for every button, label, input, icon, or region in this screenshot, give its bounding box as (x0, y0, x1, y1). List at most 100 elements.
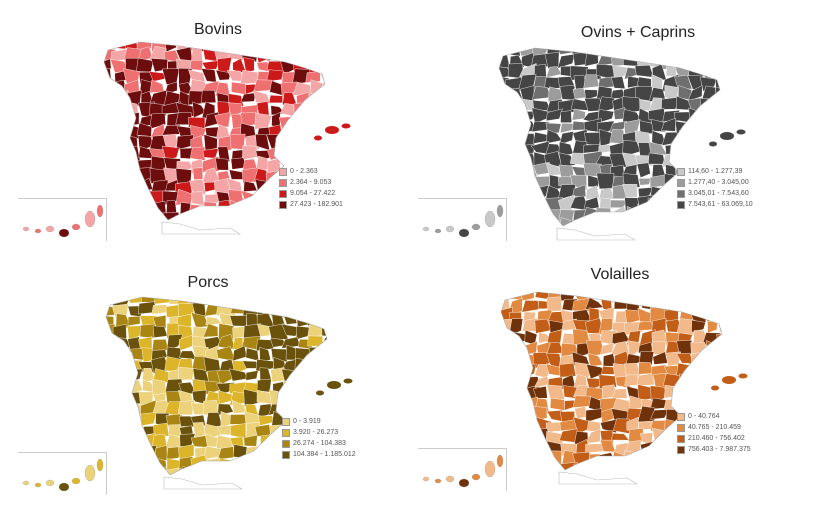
region (191, 479, 208, 493)
region (266, 69, 285, 82)
region (650, 409, 670, 420)
region (508, 439, 523, 456)
region (701, 48, 720, 56)
region (113, 347, 133, 361)
region (519, 174, 535, 191)
legend-item: 0 - 40.764 (677, 411, 751, 422)
region (241, 457, 261, 469)
legend-label: 1.277,40 - 3.045,00 (688, 179, 749, 186)
canary-island (22, 226, 30, 232)
region (729, 74, 742, 89)
region (691, 461, 706, 470)
region (716, 332, 722, 347)
canary-island (496, 204, 504, 218)
region (546, 108, 563, 122)
region (508, 208, 523, 221)
region (112, 370, 130, 384)
canary-island (458, 228, 470, 238)
region (715, 217, 720, 226)
region (139, 323, 156, 339)
region (583, 48, 602, 56)
region (726, 111, 743, 122)
legend-item: 2.364 - 9.053 (279, 177, 343, 188)
region (638, 361, 653, 375)
region (499, 141, 509, 157)
region (715, 307, 722, 324)
region (509, 341, 527, 358)
region (518, 197, 537, 209)
region (505, 220, 523, 226)
region (308, 479, 325, 492)
region (499, 99, 511, 112)
region (650, 207, 667, 221)
region (106, 411, 118, 429)
region (203, 134, 218, 151)
region (663, 173, 678, 191)
region (306, 367, 327, 386)
region (296, 467, 311, 475)
legend-label: 0 - 40.764 (688, 413, 720, 420)
region (691, 319, 706, 333)
region (532, 452, 552, 465)
legend-label: 0 - 2.363 (290, 168, 318, 175)
region (111, 456, 132, 472)
region (690, 219, 704, 226)
region (106, 378, 119, 395)
region (499, 118, 509, 134)
map-regions (106, 297, 351, 493)
region (175, 188, 193, 206)
legend-swatch (677, 178, 685, 187)
region (701, 108, 716, 120)
region (635, 205, 655, 221)
region (285, 479, 299, 493)
region (718, 464, 722, 470)
region (218, 466, 235, 475)
canary-island (34, 482, 42, 488)
region (650, 118, 666, 133)
region (689, 153, 706, 167)
region (727, 141, 744, 156)
region (716, 56, 720, 68)
region (597, 218, 613, 226)
region (572, 108, 586, 121)
region (106, 422, 116, 437)
region (701, 118, 719, 134)
region (687, 56, 706, 69)
region (716, 64, 720, 80)
canary-island (434, 228, 442, 234)
region (280, 401, 298, 417)
region (625, 292, 642, 303)
region (138, 466, 158, 475)
region (701, 208, 718, 221)
canary-island (484, 460, 496, 478)
region (676, 292, 696, 304)
region (687, 228, 705, 244)
region (596, 48, 613, 58)
region (148, 71, 168, 82)
region (700, 219, 719, 226)
region (283, 316, 298, 325)
region (587, 174, 600, 188)
map-legend: 114,60 - 1.277,39 1.277,40 - 3.045,00 3.04… (677, 166, 753, 210)
region (715, 354, 722, 368)
morocco-outline (161, 221, 242, 235)
map-title: Volailles (590, 266, 650, 283)
canary-island (471, 223, 481, 231)
region (106, 356, 120, 374)
legend-swatch (677, 167, 685, 176)
region (626, 206, 639, 224)
legend-swatch (279, 178, 287, 187)
region (499, 88, 512, 103)
region (727, 64, 742, 79)
legend-label: 210.460 - 756.402 (688, 435, 745, 442)
region (308, 458, 324, 471)
region (610, 76, 626, 89)
legend-item: 27.423 - 182.901 (279, 199, 343, 210)
region (666, 207, 677, 223)
region (127, 347, 145, 361)
region (334, 357, 351, 371)
region (336, 403, 348, 417)
region (229, 315, 247, 327)
legend-item: 210.460 - 756.402 (677, 433, 751, 444)
region (583, 74, 600, 89)
